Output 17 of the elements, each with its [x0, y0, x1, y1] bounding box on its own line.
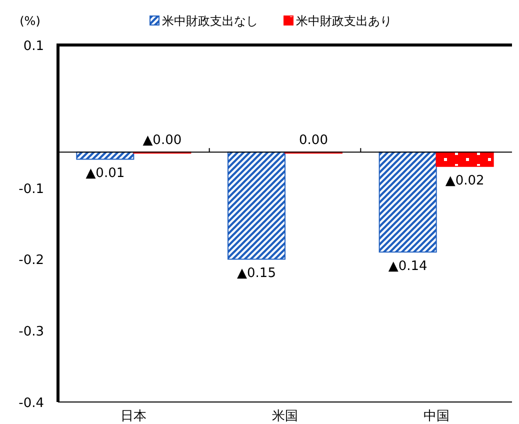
legend-label: 米中財政支出なし [162, 14, 258, 28]
y-tick-label: -0.1 [18, 182, 44, 197]
y-tick-label: 0.1 [23, 39, 44, 54]
y-tick-label: -0.4 [18, 396, 44, 411]
data-label: ▲0.00 [142, 133, 182, 148]
x-tick-label: 中国 [423, 409, 450, 424]
y-tick-label: -0.3 [18, 324, 44, 340]
x-tick-label: 米国 [272, 409, 298, 424]
data-label: ▲0.15 [237, 266, 276, 282]
legend-label: 米中財政支出あり [296, 14, 392, 28]
y-tick-label: -0.2 [18, 253, 44, 268]
x-tick-label: 日本 [120, 409, 147, 424]
data-label: ▲0.01 [86, 166, 125, 182]
data-label: 0.00 [299, 133, 328, 148]
y-axis-title: (%) [20, 14, 40, 28]
data-label: ▲0.14 [388, 259, 428, 274]
data-label: ▲0.02 [445, 173, 484, 188]
